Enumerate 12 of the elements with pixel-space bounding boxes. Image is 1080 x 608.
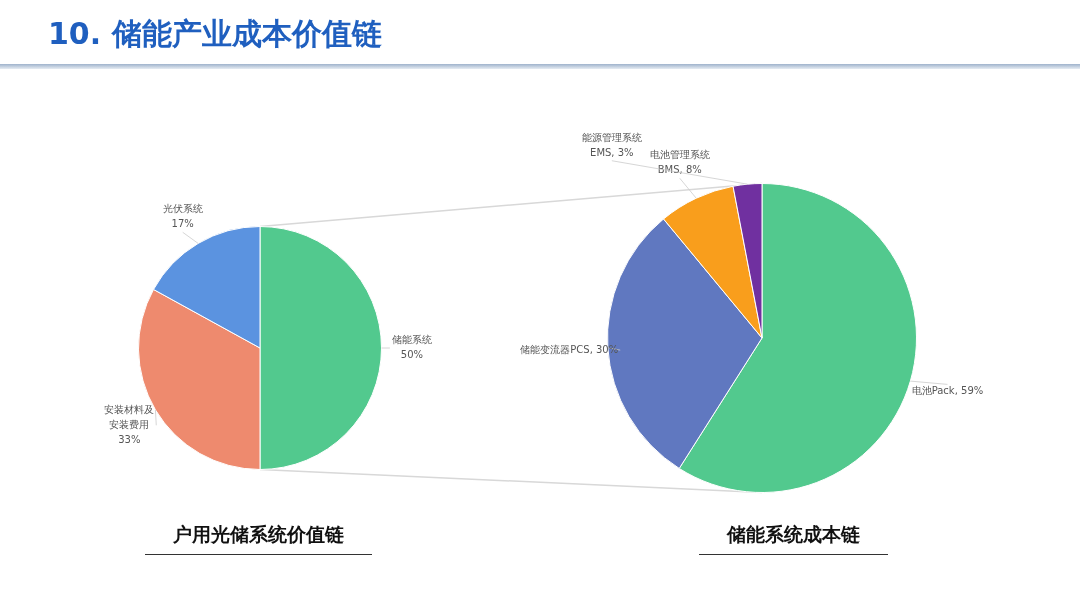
slice-label: 安装材料及安装费用 bbox=[104, 403, 155, 430]
slice-label: 能源管理系统 EMS, 3% bbox=[581, 131, 642, 158]
text: 储能系统成本链 bbox=[698, 522, 888, 555]
data-label: 50% bbox=[400, 349, 423, 361]
slice-label: 电池Pack, 59% bbox=[911, 385, 984, 397]
slice-label: 电池管理系统 BMS, 8% bbox=[649, 149, 710, 176]
slice-label: 光伏系统 bbox=[162, 203, 203, 215]
text: 户用光储系统价值链 bbox=[144, 522, 372, 555]
text: 10. 储能产业成本价值链 bbox=[48, 15, 382, 53]
data-label: 17% bbox=[171, 218, 194, 230]
slice-label: 储能系统 bbox=[391, 334, 432, 346]
data-label: 33% bbox=[118, 433, 141, 445]
